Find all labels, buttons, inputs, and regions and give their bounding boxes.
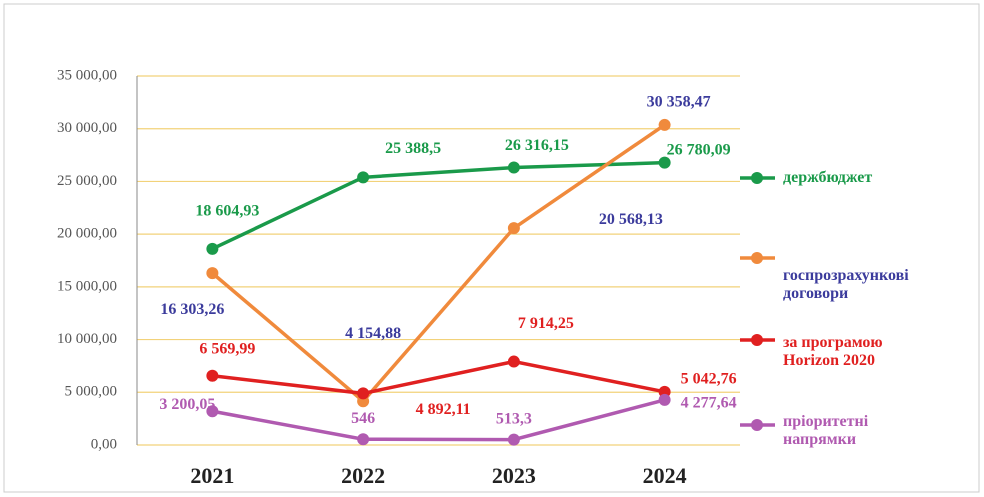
series-line <box>212 359 665 396</box>
data-label: 4 154,88 <box>345 325 401 342</box>
y-tick-label: 10 000,00 <box>57 331 117 347</box>
legend-label: держбюджет <box>783 169 873 186</box>
series-line <box>211 160 665 251</box>
series-line <box>212 398 666 442</box>
data-point <box>357 171 370 184</box>
data-point <box>507 161 520 174</box>
x-tick-label: 2021 <box>190 463 234 488</box>
data-label: 4 892,11 <box>416 401 471 418</box>
x-tick-label: 2023 <box>492 463 536 488</box>
data-point <box>658 118 671 131</box>
data-point <box>658 393 671 406</box>
data-point <box>507 355 520 368</box>
data-point <box>206 267 219 280</box>
data-point <box>507 222 520 235</box>
data-point <box>507 433 520 446</box>
y-tick-label: 35 000,00 <box>57 67 117 83</box>
legend-marker <box>751 419 763 431</box>
legend-label: госпрозрахункові договори <box>783 267 909 302</box>
data-label: 6 569,99 <box>199 340 255 357</box>
data-point <box>357 387 370 400</box>
data-label: 513,3 <box>496 410 532 427</box>
data-label: 546 <box>351 410 375 427</box>
data-label: 20 568,13 <box>599 211 663 228</box>
data-point <box>658 156 671 169</box>
legend-marker <box>751 172 763 184</box>
legend-label: пріоритетні напрямки <box>783 413 869 448</box>
data-label: 26 316,15 <box>505 137 569 154</box>
x-tick-label: 2024 <box>643 463 687 488</box>
data-label: 18 604,93 <box>195 203 259 220</box>
data-label: 4 277,64 <box>681 395 737 412</box>
data-point <box>206 405 219 418</box>
data-point <box>206 242 219 255</box>
y-tick-label: 0,00 <box>91 436 117 452</box>
data-label: 25 388,5 <box>385 140 441 157</box>
y-tick-label: 15 000,00 <box>57 278 117 294</box>
y-tick-label: 25 000,00 <box>57 173 117 189</box>
legend-marker <box>751 334 763 346</box>
x-tick-label: 2022 <box>341 463 385 488</box>
legend-label: за програмою Horizon 2020 <box>783 334 883 369</box>
data-point <box>206 369 219 382</box>
y-tick-label: 30 000,00 <box>57 120 117 136</box>
data-point <box>357 433 370 446</box>
data-label: 16 303,26 <box>160 301 224 318</box>
series-line <box>211 123 666 404</box>
legend-marker <box>751 252 763 264</box>
data-label: 7 914,25 <box>518 315 574 332</box>
data-label: 30 358,47 <box>647 94 711 111</box>
data-label: 26 780,09 <box>667 141 731 158</box>
data-label: 3 200,05 <box>159 396 215 413</box>
y-tick-label: 20 000,00 <box>57 226 117 242</box>
y-tick-label: 5 000,00 <box>65 384 118 400</box>
data-label: 5 042,76 <box>681 371 737 388</box>
chart-border <box>3 3 980 493</box>
